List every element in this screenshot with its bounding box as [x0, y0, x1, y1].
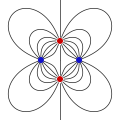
Circle shape	[76, 57, 82, 63]
Circle shape	[57, 38, 63, 44]
Circle shape	[57, 76, 63, 82]
Circle shape	[38, 57, 44, 63]
